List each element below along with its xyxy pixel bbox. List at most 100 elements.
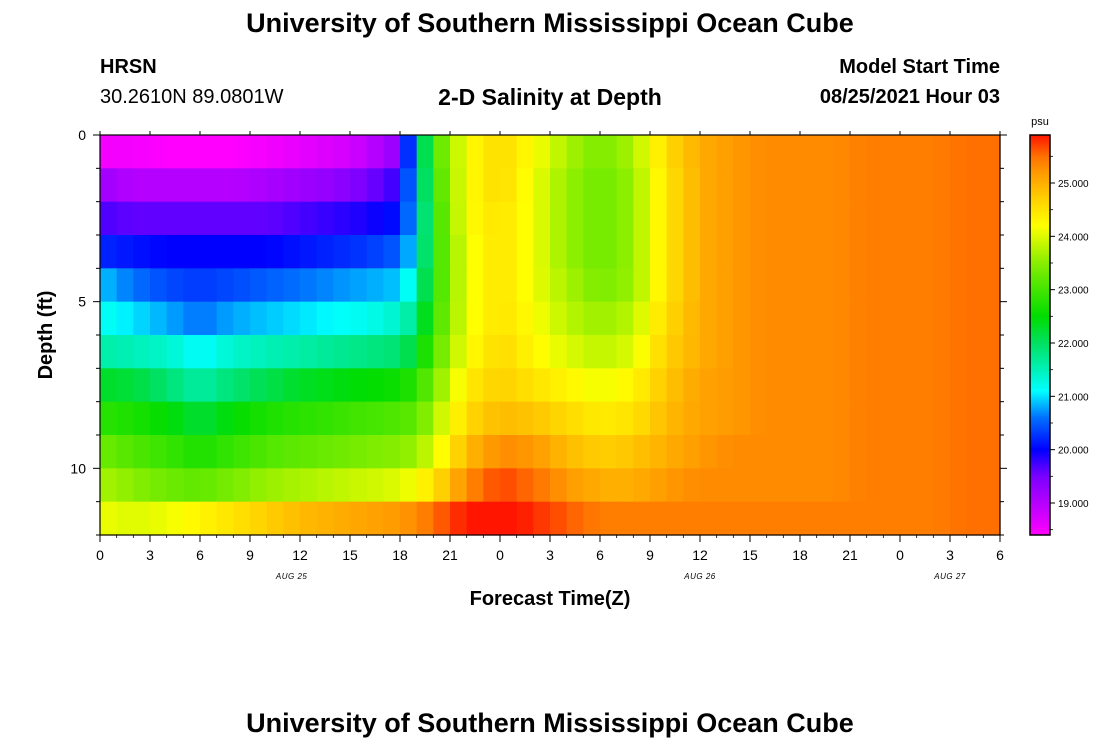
heatmap-cell bbox=[550, 235, 568, 269]
heatmap-cell bbox=[466, 235, 484, 269]
heatmap-cell bbox=[950, 335, 968, 369]
heatmap-cell bbox=[516, 268, 534, 303]
heatmap-cell bbox=[566, 201, 584, 236]
heatmap-cell bbox=[866, 368, 884, 403]
heatmap-cell bbox=[633, 468, 651, 503]
heatmap-cell bbox=[766, 401, 784, 436]
heatmap-cell bbox=[933, 235, 951, 269]
heatmap-cell bbox=[883, 301, 901, 336]
heatmap-cell bbox=[166, 268, 184, 303]
heatmap-cell bbox=[650, 435, 668, 469]
heatmap-cell bbox=[316, 435, 334, 469]
heatmap-cell bbox=[416, 468, 434, 503]
heatmap-cell bbox=[100, 201, 118, 236]
heatmap-cell bbox=[466, 435, 484, 469]
x-tick-label: 0 bbox=[496, 547, 504, 563]
heatmap-cell bbox=[983, 335, 1001, 369]
heatmap-cell bbox=[366, 268, 384, 303]
heatmap-cell bbox=[450, 168, 468, 203]
heatmap-cell bbox=[216, 368, 234, 403]
heatmap-cell bbox=[566, 401, 584, 436]
heatmap-cell bbox=[433, 435, 451, 469]
heatmap-cell bbox=[366, 135, 384, 169]
heatmap-cell bbox=[500, 201, 518, 236]
heatmap-cell bbox=[483, 335, 501, 369]
date-label: AUG 26 bbox=[683, 572, 716, 581]
heatmap-cell bbox=[850, 335, 868, 369]
heatmap-cell bbox=[983, 468, 1001, 503]
heatmap-cell bbox=[916, 368, 934, 403]
heatmap-cell bbox=[450, 201, 468, 236]
heatmap-cell bbox=[216, 301, 234, 336]
heatmap-cell bbox=[150, 301, 168, 336]
heatmap-cell bbox=[866, 201, 884, 236]
heatmap-cell bbox=[250, 201, 268, 236]
colorbar-unit: psu bbox=[1031, 116, 1049, 128]
heatmap-cell bbox=[500, 335, 518, 369]
heatmap-cell bbox=[316, 135, 334, 169]
heatmap-cell bbox=[100, 135, 118, 169]
heatmap-cell bbox=[350, 201, 368, 236]
heatmap-cell bbox=[300, 268, 318, 303]
heatmap-cell bbox=[366, 501, 384, 536]
heatmap-cell bbox=[750, 135, 768, 169]
x-tick-label: 3 bbox=[946, 547, 954, 563]
heatmap-cell bbox=[416, 268, 434, 303]
heatmap-cell bbox=[116, 468, 134, 503]
heatmap-cell bbox=[766, 501, 784, 536]
heatmap-cell bbox=[166, 301, 184, 336]
heatmap-cell bbox=[483, 268, 501, 303]
heatmap-cell bbox=[200, 301, 218, 336]
heatmap-cell bbox=[583, 135, 601, 169]
x-tick-label: 6 bbox=[996, 547, 1004, 563]
heatmap-cell bbox=[200, 135, 218, 169]
heatmap-cell bbox=[716, 135, 734, 169]
heatmap-cell bbox=[483, 435, 501, 469]
heatmap-cell bbox=[150, 268, 168, 303]
heatmap-cell bbox=[133, 468, 151, 503]
heatmap-cell bbox=[266, 201, 284, 236]
heatmap-cell bbox=[550, 168, 568, 203]
heatmap-cell bbox=[383, 168, 401, 203]
heatmap-cell bbox=[600, 268, 618, 303]
heatmap-cell bbox=[233, 435, 251, 469]
heatmap-cell bbox=[216, 201, 234, 236]
heatmap-cell bbox=[383, 135, 401, 169]
x-tick-label: 3 bbox=[546, 547, 554, 563]
heatmap-cell bbox=[333, 268, 351, 303]
heatmap-cell bbox=[466, 368, 484, 403]
heatmap-cell bbox=[483, 168, 501, 203]
heatmap-cell bbox=[316, 468, 334, 503]
heatmap-cell bbox=[733, 435, 751, 469]
heatmap-cell bbox=[200, 501, 218, 536]
heatmap-cell bbox=[433, 135, 451, 169]
heatmap-cell bbox=[516, 435, 534, 469]
heatmap-cell bbox=[183, 201, 201, 236]
heatmap-cell bbox=[466, 501, 484, 536]
heatmap-cell bbox=[983, 268, 1001, 303]
heatmap-cell bbox=[600, 468, 618, 503]
x-tick-label: 18 bbox=[392, 547, 408, 563]
heatmap-cell bbox=[650, 335, 668, 369]
heatmap-cell bbox=[833, 335, 851, 369]
heatmap-cell bbox=[433, 201, 451, 236]
heatmap-cell bbox=[300, 368, 318, 403]
heatmap-cell bbox=[500, 301, 518, 336]
heatmap-cell bbox=[233, 235, 251, 269]
heatmap-cell bbox=[300, 135, 318, 169]
heatmap-cell bbox=[233, 501, 251, 536]
heatmap-cell bbox=[283, 235, 301, 269]
heatmap-cell bbox=[250, 335, 268, 369]
heatmap-cell bbox=[433, 501, 451, 536]
heatmap-cell bbox=[166, 368, 184, 403]
heatmap-cell bbox=[783, 435, 801, 469]
heatmap-cell bbox=[833, 201, 851, 236]
heatmap-cell bbox=[350, 335, 368, 369]
heatmap-cell bbox=[800, 501, 818, 536]
heatmap-cell bbox=[250, 301, 268, 336]
y-axis: 0 5 10 bbox=[70, 127, 1007, 536]
heatmap-cell bbox=[216, 401, 234, 436]
heatmap-cell bbox=[150, 435, 168, 469]
heatmap-cell bbox=[416, 168, 434, 203]
heatmap-cell bbox=[500, 235, 518, 269]
